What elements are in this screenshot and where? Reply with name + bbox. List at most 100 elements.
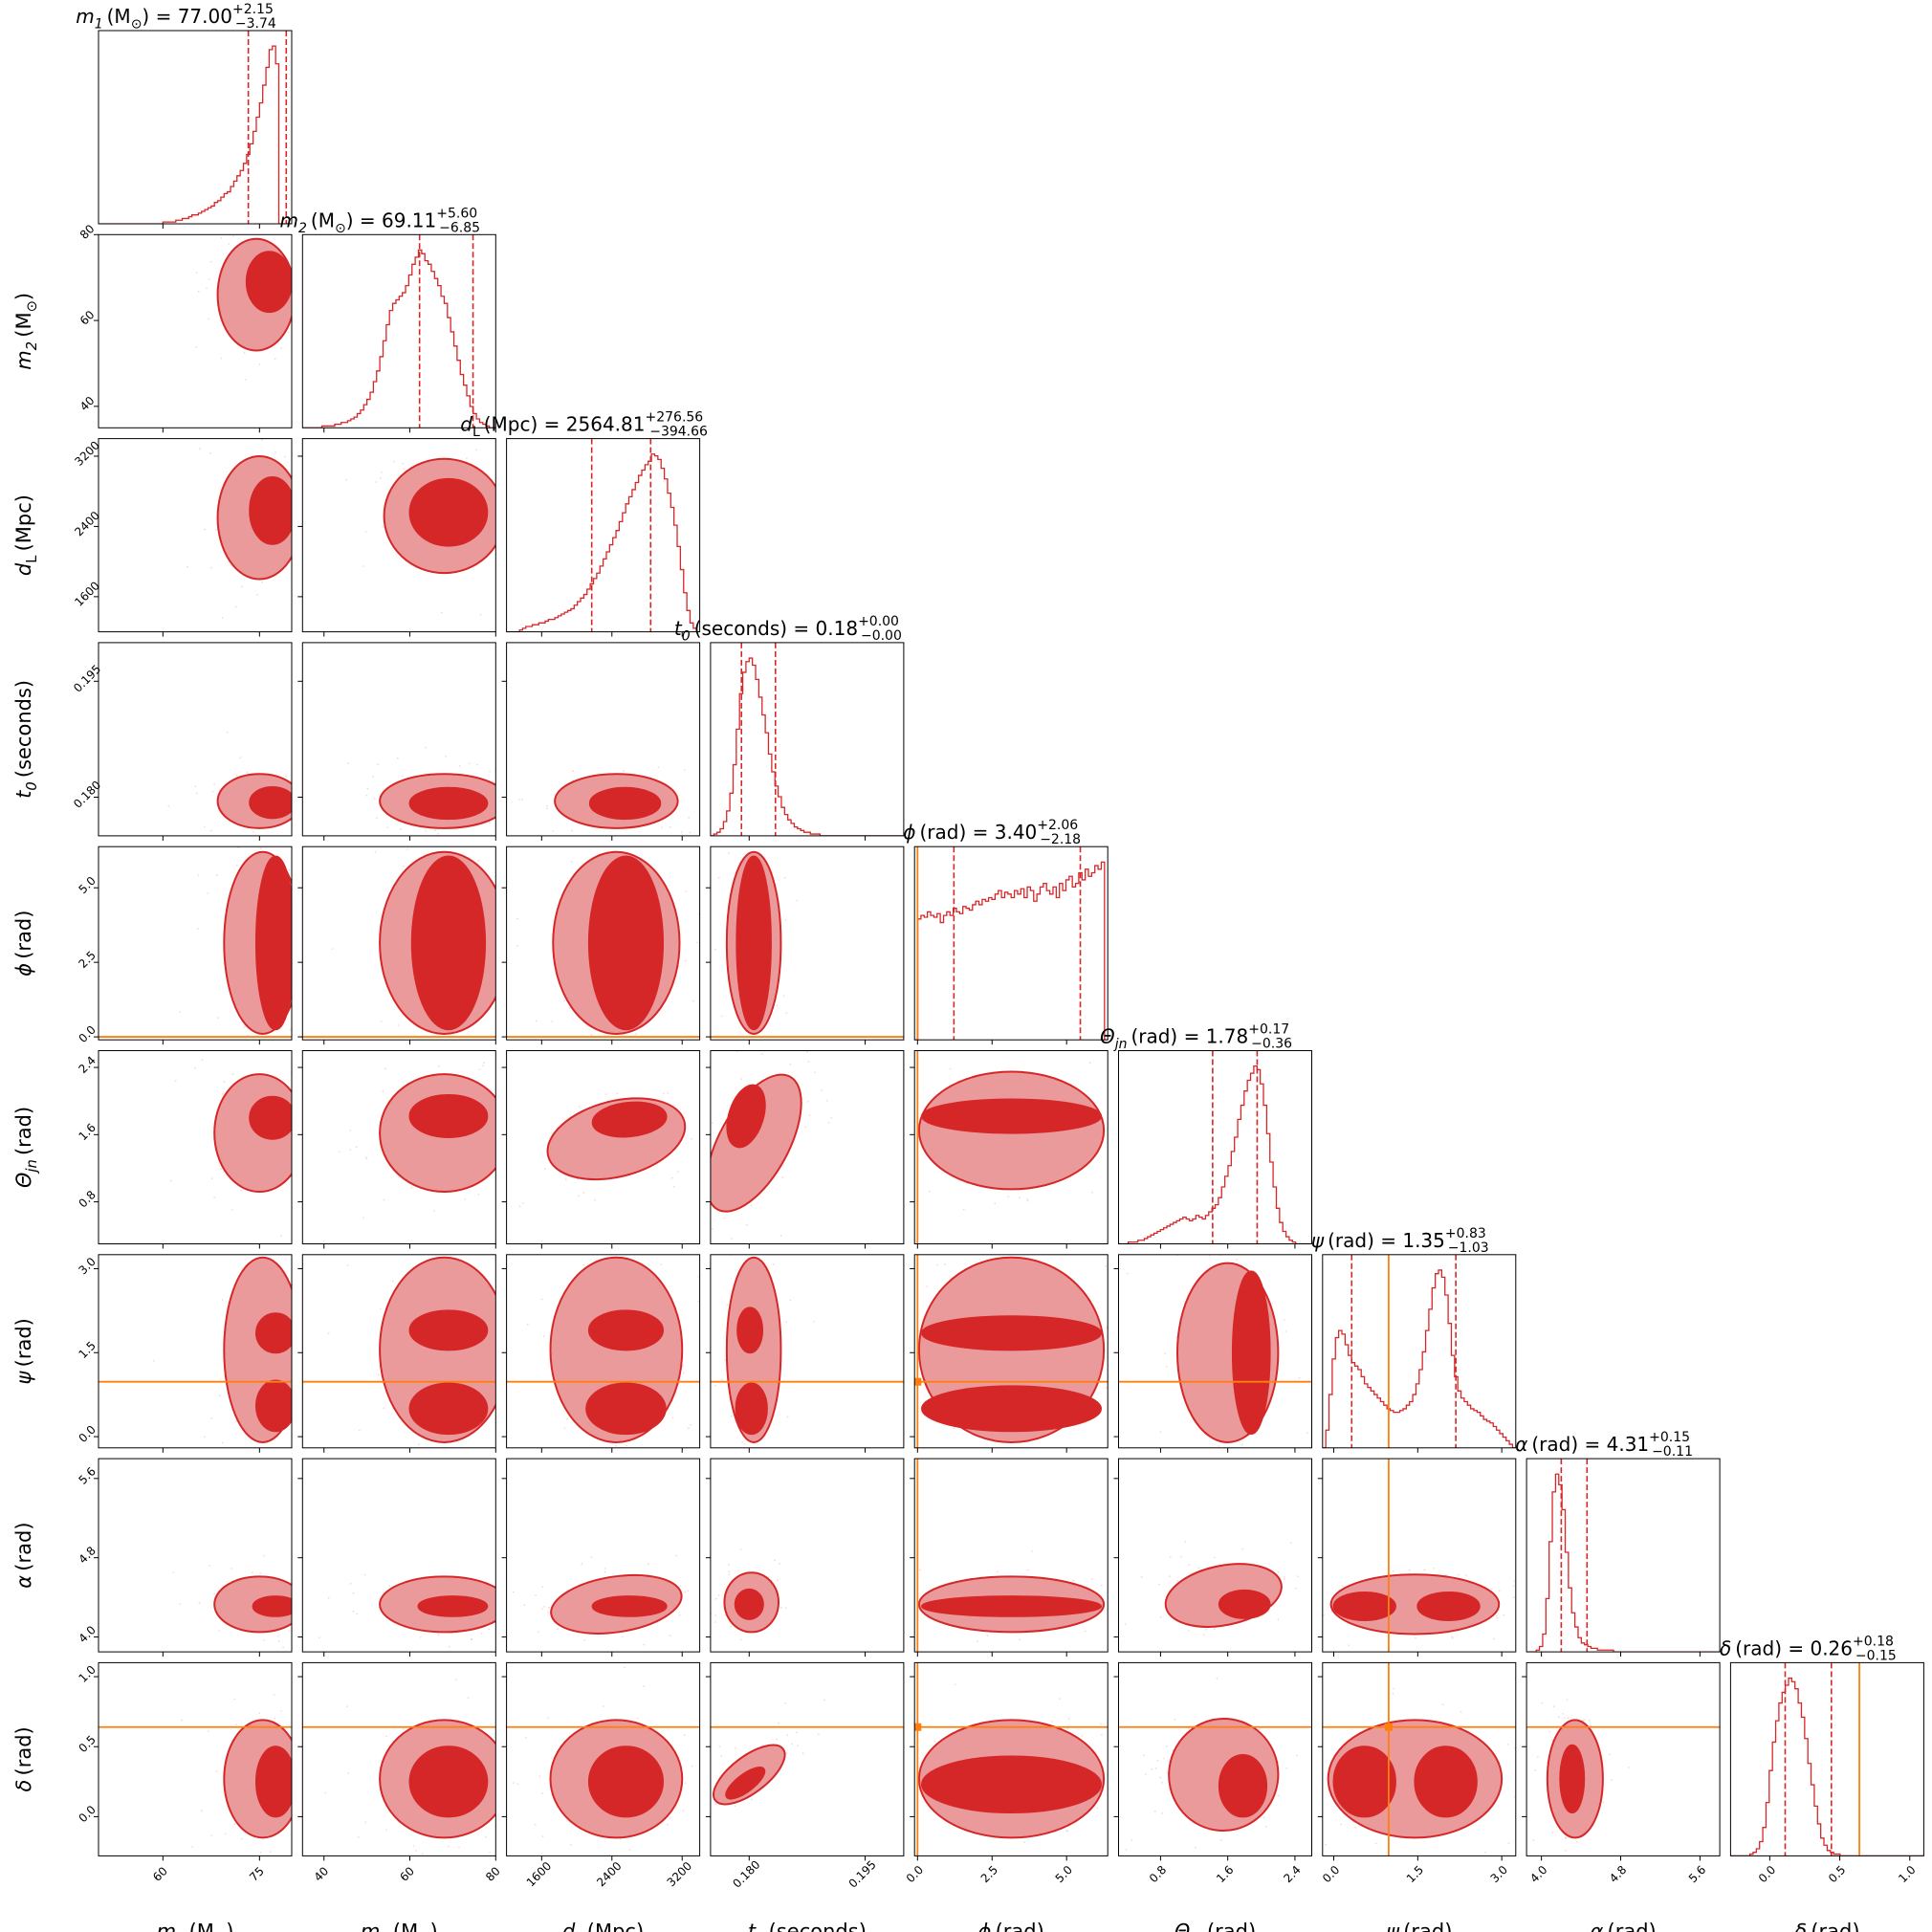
hist-dL: dL (Mpc) = 2564.81+276.56 −394.66 [460, 410, 708, 637]
sample-point [274, 358, 276, 361]
sample-point [1091, 1191, 1094, 1194]
title-minus: −3.74 [235, 16, 276, 32]
sample-point [1298, 1564, 1300, 1566]
sample-point [540, 1645, 542, 1647]
sample-point [643, 1685, 645, 1688]
sample-point [547, 1717, 549, 1720]
sample-point [564, 1178, 567, 1181]
sample-point [458, 1846, 460, 1849]
sample-point [552, 748, 554, 750]
hist-frame [913, 845, 1109, 1041]
hist-title: ψ (rad) = 1.35+0.83 −1.03 [1311, 1226, 1489, 1256]
sample-point [783, 876, 786, 879]
param-symbol: ψ [12, 1370, 35, 1384]
title-equals: = 0.18 [787, 617, 858, 640]
param-symbol: m [280, 209, 298, 231]
sample-point [682, 1810, 685, 1812]
sample-point [1197, 1567, 1200, 1570]
sample-point [1114, 1833, 1116, 1835]
sample-point [211, 790, 214, 793]
sample-point [695, 1180, 697, 1182]
sample-point [226, 731, 229, 734]
sample-point [702, 1592, 704, 1594]
sample-point [836, 1019, 838, 1021]
sample-point [1420, 1642, 1422, 1644]
sample-point [1035, 1214, 1037, 1216]
sample-point [711, 1122, 714, 1125]
sample-point [388, 1585, 390, 1587]
sample-point [181, 1719, 184, 1722]
panel-alpha-vs-m2 [297, 1458, 542, 1658]
sample-point [231, 1073, 234, 1076]
sample-point [1324, 1843, 1327, 1846]
sample-point [364, 531, 367, 533]
panel-alpha-vs-dL [501, 1458, 704, 1658]
sample-point [294, 1089, 296, 1091]
sample-point [1164, 1352, 1166, 1355]
sample-point [825, 1099, 828, 1102]
sample-point [1558, 1716, 1560, 1719]
param-unit: (M [393, 1920, 418, 1932]
sample-point [516, 944, 518, 947]
sample-point [315, 818, 317, 820]
hist-phi: ϕ (rad) = 3.40+2.06 −2.18 [903, 818, 1109, 1045]
param-unit: (Mpc) [484, 413, 538, 436]
sample-point [204, 825, 206, 828]
hist-alpha: α (rad) = 4.31+0.15 −0.11 [1515, 1430, 1721, 1658]
panel-content [187, 439, 292, 619]
sample-point [406, 847, 408, 850]
sample-point [479, 613, 482, 616]
sample-point [251, 1502, 252, 1504]
panel-content [897, 1459, 1106, 1653]
param-subscript: 2 [24, 341, 40, 350]
sample-point [892, 1127, 894, 1129]
sample-point [458, 764, 461, 767]
sample-point [1159, 1431, 1162, 1434]
sample-point [349, 1149, 352, 1152]
panel-frame [1322, 1661, 1517, 1856]
hist-content [1322, 1254, 1516, 1448]
sample-point [1070, 1231, 1072, 1233]
sample-point [1232, 1252, 1234, 1254]
sample-point [362, 565, 364, 567]
sample-point [261, 581, 263, 583]
sample-point [433, 1210, 435, 1212]
sample-point [1125, 1849, 1128, 1851]
sample-point [962, 1208, 965, 1211]
param-symbol: δ [1720, 1636, 1731, 1659]
sample-point [955, 1455, 957, 1457]
sample-point [1596, 1859, 1598, 1861]
sample-point [897, 1560, 899, 1562]
contour-50pct [587, 1745, 665, 1818]
sample-point [935, 1479, 937, 1481]
sample-point [898, 1605, 900, 1607]
sample-point [1235, 1248, 1237, 1250]
sample-point [295, 1073, 296, 1075]
sample-point [1219, 1839, 1222, 1841]
sample-point [279, 1860, 281, 1862]
title-minus: −1.03 [1448, 1240, 1489, 1256]
sample-point [542, 1335, 545, 1338]
sample-point [180, 1228, 182, 1230]
sample-point [313, 1212, 315, 1214]
sample-point [198, 1602, 201, 1604]
sample-point [1140, 1575, 1143, 1578]
sample-point [911, 1751, 913, 1753]
sample-point [628, 1849, 631, 1851]
title-minus: −0.15 [1855, 1648, 1897, 1663]
y-tick-label: 4.0 [76, 1623, 98, 1645]
y-tick-label: 1.0 [76, 1663, 98, 1685]
sample-point [597, 1046, 599, 1048]
sample-point [625, 1053, 626, 1055]
sample-point [1109, 1737, 1110, 1739]
sample-point [235, 1723, 238, 1726]
sample-point [298, 922, 300, 924]
x-tick-label: 60 [397, 1864, 417, 1884]
sample-point [543, 1168, 546, 1170]
contour-50pct [254, 1379, 292, 1433]
x-tick-label: 2400 [594, 1859, 624, 1889]
sample-point [918, 1569, 921, 1571]
x-axis-label-theta: Θjn (rad) [1175, 1920, 1256, 1932]
sample-point [315, 1615, 317, 1617]
sample-point [338, 1275, 340, 1277]
